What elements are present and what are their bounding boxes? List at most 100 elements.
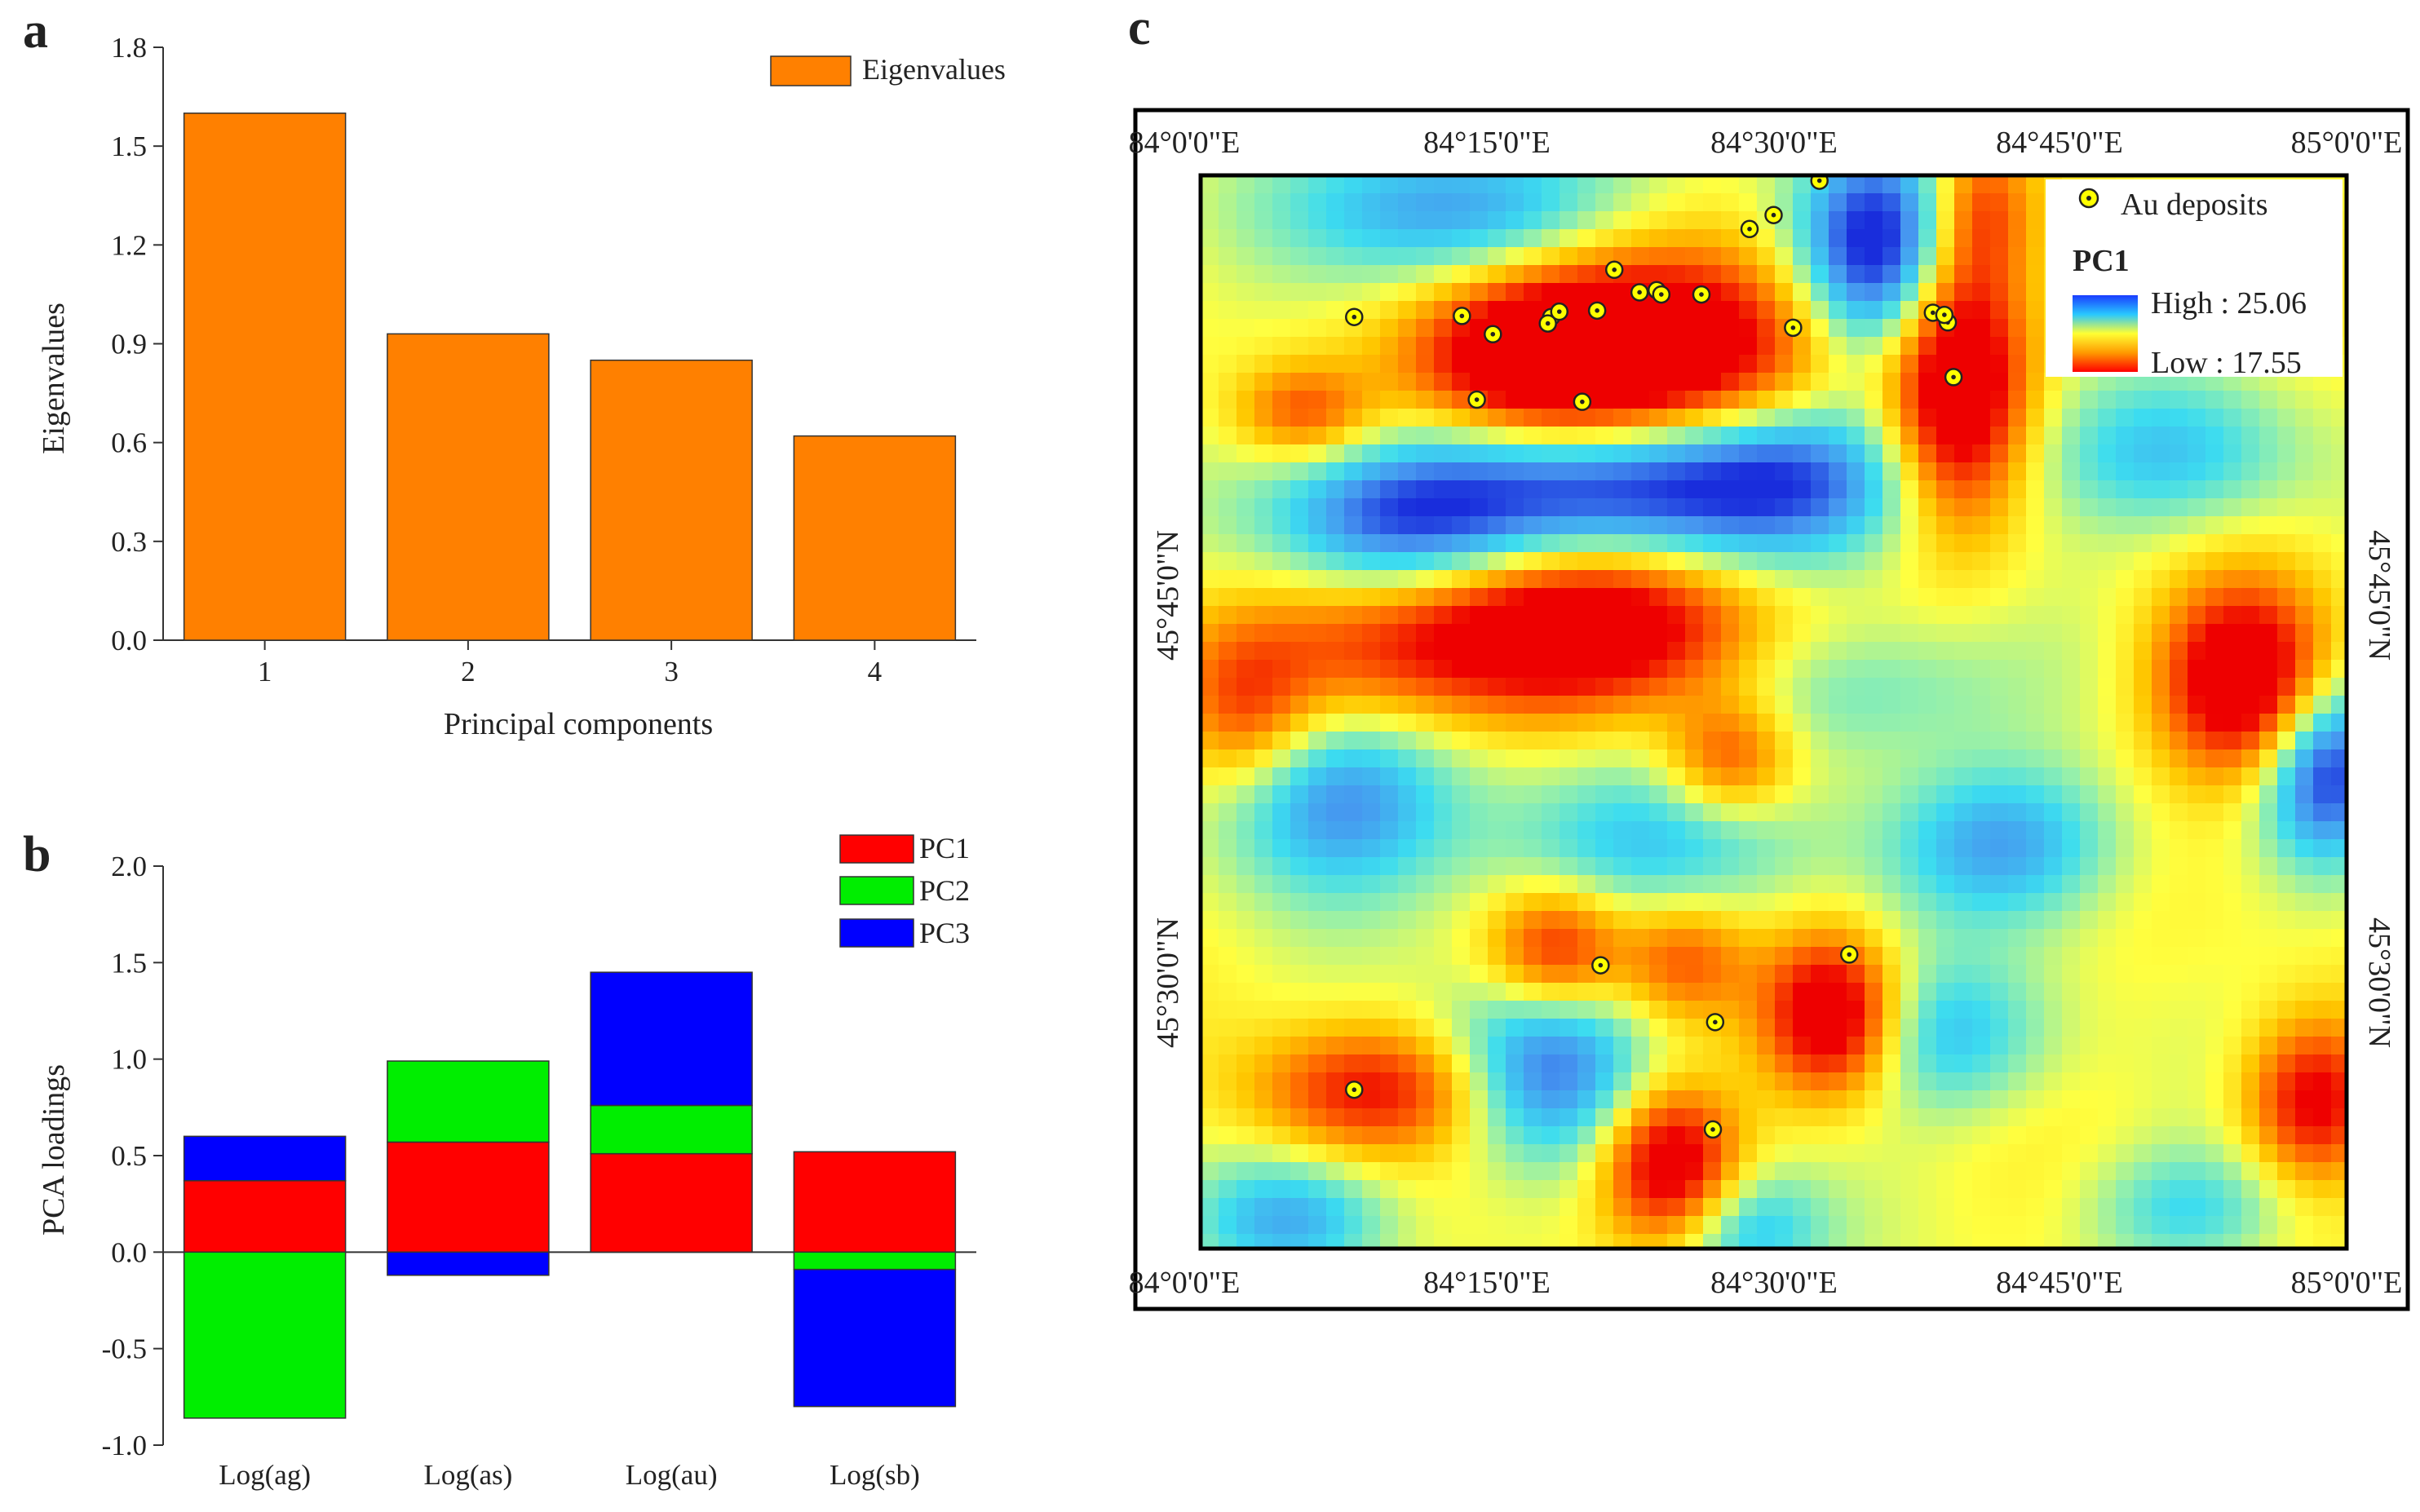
heatmap-cell	[2098, 462, 2117, 481]
heatmap-cell	[1326, 355, 1345, 374]
heatmap-cell	[2062, 1198, 2081, 1217]
heatmap-cell	[1308, 893, 1327, 912]
heatmap-cell	[1954, 1001, 1973, 1019]
heatmap-cell	[1936, 911, 1955, 930]
heatmap-cell	[1918, 211, 1937, 230]
heatmap-cell	[1936, 570, 1955, 589]
heatmap-cell	[1775, 480, 1794, 499]
heatmap-cell	[1865, 606, 1883, 625]
heatmap-cell	[1201, 373, 1219, 391]
heatmap-cell	[1972, 409, 1991, 427]
heatmap-cell	[1380, 409, 1399, 427]
heatmap-cell	[1308, 1019, 1327, 1037]
heatmap-cell	[1703, 732, 1722, 750]
heatmap-cell	[1577, 409, 1596, 427]
heatmap-cell	[1560, 929, 1578, 948]
heatmap-cell	[2277, 1090, 2296, 1109]
heatmap-cell	[1560, 534, 1578, 553]
top-lon-tick-2: 84°15'0"E	[1423, 126, 1551, 160]
heatmap-cell	[1470, 821, 1489, 840]
heatmap-cell	[1739, 1144, 1758, 1163]
heatmap-cell	[1793, 606, 1812, 625]
heatmap-cell	[1237, 785, 1255, 804]
heatmap-cell	[2259, 660, 2278, 679]
heatmap-cell	[1649, 427, 1668, 445]
heatmap-cell	[2295, 767, 2314, 786]
heatmap-cell	[1829, 1126, 1847, 1145]
heatmap-cell	[1918, 803, 1937, 822]
heatmap-cell	[2026, 211, 2045, 230]
heatmap-cell	[2134, 965, 2152, 984]
heatmap-cell	[1524, 283, 1542, 302]
heatmap-cell	[1470, 929, 1489, 948]
heatmap-cell	[1757, 1072, 1776, 1091]
heatmap-cell	[1667, 480, 1686, 499]
heatmap-cell	[1344, 1054, 1363, 1073]
heatmap-cell	[1488, 803, 1506, 822]
heatmap-cell	[1470, 624, 1489, 643]
heatmap-cell	[2331, 624, 2347, 643]
heatmap-cell	[1613, 391, 1632, 409]
heatmap-cell	[1990, 1001, 2009, 1019]
heatmap-cell	[1865, 642, 1883, 661]
heatmap-cell	[1560, 1126, 1578, 1145]
heatmap-cell	[1470, 660, 1489, 679]
heatmap-cell	[1685, 821, 1704, 840]
heatmap-cell	[2062, 498, 2081, 517]
heatmap-cell	[1954, 1037, 1973, 1055]
heatmap-cell	[1434, 1234, 1453, 1249]
heatmap-cell	[1452, 606, 1471, 625]
map-frame-outer	[1133, 108, 2410, 1311]
heatmap-cell	[2331, 498, 2347, 517]
heatmap-cell	[1613, 1054, 1632, 1073]
heatmap-cell	[1865, 947, 1883, 966]
heatmap-cell	[1452, 1216, 1471, 1235]
heatmap-cell	[1757, 660, 1776, 679]
heatmap-cell	[1613, 821, 1632, 840]
heatmap-cell	[2170, 875, 2188, 894]
heatmap-cell	[1631, 696, 1650, 714]
heatmap-cell	[1577, 678, 1596, 696]
heatmap-cell	[1847, 983, 1865, 1001]
heatmap-cell	[1344, 983, 1363, 1001]
heatmap-cell	[1470, 552, 1489, 571]
heatmap-cell	[1416, 983, 1435, 1001]
heatmap-cell	[1775, 229, 1794, 248]
heatmap-cell	[1398, 875, 1417, 894]
heatmap-cell	[2044, 857, 2063, 876]
heatmap-cell	[1470, 265, 1489, 284]
heatmap-cell	[1398, 534, 1417, 553]
heatmap-cell	[2188, 1216, 2206, 1235]
heatmap-cell	[1721, 570, 1740, 589]
heatmap-cell	[1793, 175, 1812, 194]
heatmap-cell	[1272, 1234, 1291, 1249]
heatmap-cell	[1613, 893, 1632, 912]
heatmap-cell	[1829, 409, 1847, 427]
heatmap-cell	[1362, 1019, 1381, 1037]
heatmap-cell	[1254, 839, 1273, 858]
heatmap-cell	[2026, 1072, 2045, 1091]
heatmap-cell	[1775, 1072, 1794, 1091]
heatmap-cell	[2008, 696, 2027, 714]
heatmap-cell	[1362, 1001, 1381, 1019]
heatmap-cell	[1667, 1037, 1686, 1055]
heatmap-cell	[1667, 678, 1686, 696]
heatmap-cell	[1954, 1180, 1973, 1199]
heatmap-cell	[1811, 1072, 1829, 1091]
heatmap-cell	[2331, 929, 2347, 948]
heatmap-cell	[1667, 1162, 1686, 1181]
heatmap-cell	[1865, 857, 1883, 876]
heatmap-cell	[2188, 929, 2206, 948]
heatmap-cell	[1882, 534, 1901, 553]
heatmap-cell	[2044, 947, 2063, 966]
heatmap-cell	[1452, 229, 1471, 248]
heatmap-cell	[2205, 1037, 2224, 1055]
heatmap-cell	[1775, 1019, 1794, 1037]
heatmap-cell	[1362, 373, 1381, 391]
heatmap-cell	[1488, 427, 1506, 445]
heatmap-cell	[2205, 409, 2224, 427]
heatmap-cell	[1775, 642, 1794, 661]
heatmap-cell	[1416, 714, 1435, 732]
heatmap-cell	[1793, 337, 1812, 356]
heatmap-cell	[1524, 409, 1542, 427]
